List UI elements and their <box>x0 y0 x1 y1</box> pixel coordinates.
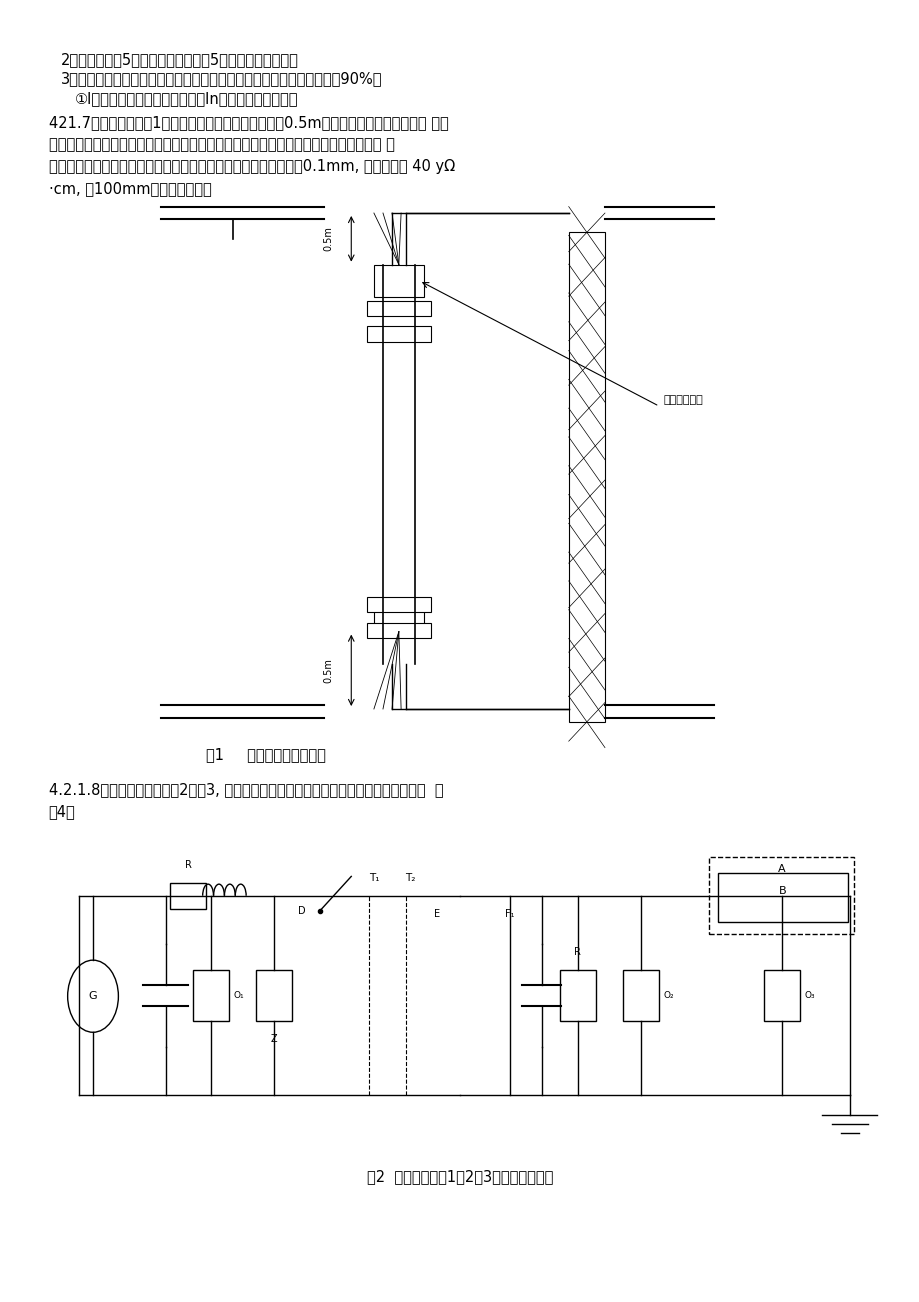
Bar <box>718 872 847 922</box>
Text: G: G <box>88 991 97 1001</box>
Text: ·cm, 长100mm的电阻线串联。: ·cm, 长100mm的电阻线串联。 <box>49 181 211 195</box>
Text: F₁: F₁ <box>505 909 514 919</box>
Bar <box>622 970 659 1021</box>
Bar <box>373 264 424 297</box>
Bar <box>192 970 229 1021</box>
Bar <box>568 232 605 721</box>
Text: O₃: O₃ <box>803 991 814 1000</box>
Text: 4.2.1.8典型的试验回路见图2、图3, 在示波图上确定预期开断电流和工频恢复电压的方法  见: 4.2.1.8典型的试验回路见图2、图3, 在示波图上确定预期开断电流和工频恢复… <box>49 783 443 797</box>
Text: A: A <box>777 863 785 874</box>
Bar <box>367 301 430 316</box>
Text: R: R <box>573 947 581 957</box>
Text: 0.5m: 0.5m <box>323 227 334 251</box>
Text: O₂: O₂ <box>664 991 674 1000</box>
Text: 绝缘件固定点: 绝缘件固定点 <box>664 395 703 405</box>
Text: O₁: O₁ <box>233 991 244 1000</box>
Bar <box>170 883 206 909</box>
Text: 421.7试品接线应按图1布置，连接线在距接线端不小于0.5m处用绝缘件固定后弯置。试 品两: 421.7试品接线应按图1布置，连接线在距接线端不小于0.5m处用绝缘件固定后弯… <box>49 115 448 130</box>
Text: T₁: T₁ <box>369 872 379 883</box>
Text: Z: Z <box>270 1034 278 1044</box>
Text: 2）　当低于第5组试验的电流，则第5组试验不需要进行。: 2） 当低于第5组试验的电流，则第5组试验不需要进行。 <box>62 52 299 66</box>
Bar <box>367 622 430 638</box>
Text: T₂: T₂ <box>404 872 414 883</box>
Text: 图1     开断试验的接线布置: 图1 开断试验的接线布置 <box>206 747 326 763</box>
Text: 侧设置金属屏蔽，其位置在制造厂规定的最小相间距离的二分之一处，按试品两侧可能 的: 侧设置金属屏蔽，其位置在制造厂规定的最小相间距离的二分之一处，按试品两侧可能 的 <box>49 137 394 152</box>
Text: 图2  开断试验方式1，2，3的典型试验回路: 图2 开断试验方式1，2，3的典型试验回路 <box>367 1169 552 1184</box>
Bar <box>373 599 424 631</box>
Bar <box>367 327 430 342</box>
Text: B: B <box>778 885 786 896</box>
Text: 3）　当试验条件不具备时，允许工频恢复电压不小于熔断器最高电压的90%。: 3） 当试验条件不具备时，允许工频恢复电压不小于熔断器最高电压的90%。 <box>62 72 382 86</box>
Bar <box>709 857 853 935</box>
Text: 0.5m: 0.5m <box>323 658 334 682</box>
Bar <box>367 596 430 612</box>
Bar <box>763 970 799 1021</box>
Text: ①I为熔断器额定短路开断电流；In为熔断器额定电流。: ①I为熔断器额定短路开断电流；In为熔断器额定电流。 <box>74 91 298 105</box>
Bar <box>559 970 596 1021</box>
Text: R: R <box>185 861 191 870</box>
Text: 放电途径设置一处或多处屏蔽，所有屏蔽与接地极间用铜线和直径0.1mm, 电阻率约为 40 yΩ: 放电途径设置一处或多处屏蔽，所有屏蔽与接地极间用铜线和直径0.1mm, 电阻率约… <box>49 159 454 174</box>
Text: 图4。: 图4。 <box>49 805 75 819</box>
Text: E: E <box>434 909 440 919</box>
Bar <box>255 970 292 1021</box>
Text: D: D <box>297 906 305 917</box>
